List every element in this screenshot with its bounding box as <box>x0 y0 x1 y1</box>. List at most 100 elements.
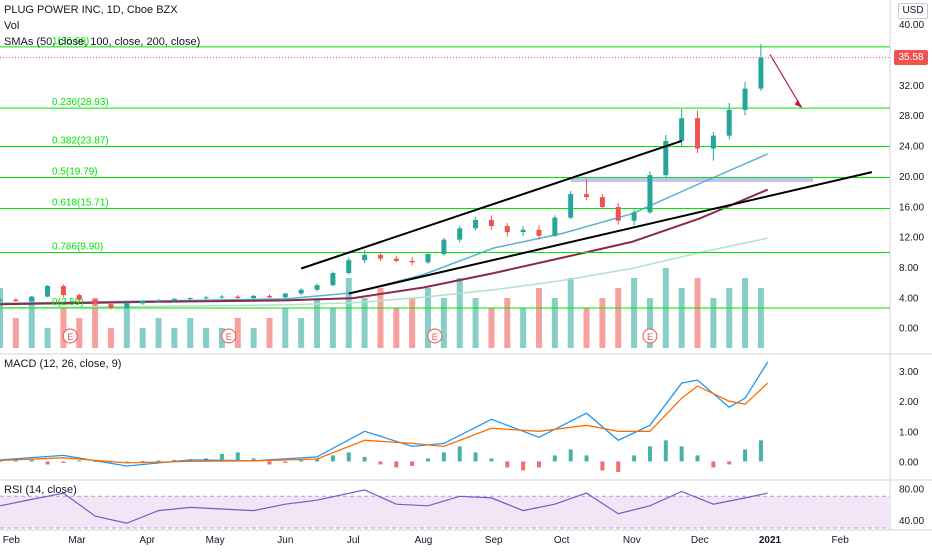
macd-histogram-bar <box>251 458 256 462</box>
rsi-label[interactable]: RSI (14, close) <box>4 484 77 496</box>
sma-50-line <box>0 153 768 305</box>
candle-body <box>425 254 431 263</box>
volume-bar <box>298 318 305 348</box>
volume-bar <box>583 308 590 348</box>
candle-body <box>710 135 716 149</box>
volume-bar <box>678 288 685 348</box>
volume-label[interactable]: Vol <box>4 20 20 32</box>
price-tick-label: 32.00 <box>899 81 924 92</box>
volume-bar <box>440 298 447 348</box>
macd-histogram-bar <box>632 455 637 462</box>
earnings-marker-label: E <box>647 332 653 342</box>
volume-bar <box>203 328 210 348</box>
price-tick-label: 40.00 <box>899 20 924 31</box>
candle-body <box>362 254 368 261</box>
volume-bar <box>757 288 764 348</box>
fib-level-label: 0.786(9.90) <box>52 242 103 253</box>
earnings-marker <box>427 328 443 344</box>
candle-body <box>29 296 35 302</box>
earnings-marker-label: E <box>67 332 73 342</box>
candle-body <box>219 296 225 298</box>
time-tick-label: Oct <box>554 535 570 546</box>
volume-bar <box>28 298 35 348</box>
macd-histogram-bar <box>695 455 700 462</box>
volume-bar <box>551 298 558 348</box>
candle-body <box>679 118 685 141</box>
volume-bar <box>123 308 130 348</box>
time-tick-label: Feb <box>3 535 21 546</box>
candle-body <box>599 197 605 208</box>
volume-bar <box>646 298 653 348</box>
currency-badge[interactable]: USD <box>898 3 928 19</box>
resistance-zone <box>570 177 814 182</box>
macd-histogram-bar <box>552 455 557 462</box>
macd-tick-label: 0.00 <box>899 457 919 468</box>
time-tick-label: Apr <box>139 535 155 546</box>
volume-bar <box>535 288 542 348</box>
volume-bar <box>599 298 606 348</box>
macd-histogram-bar <box>758 440 763 462</box>
macd-label[interactable]: MACD (12, 26, close, 9) <box>4 358 122 370</box>
macd-histogram-bar <box>330 455 335 462</box>
volume-bar <box>345 278 352 348</box>
candle-body <box>409 260 415 263</box>
time-tick-label: May <box>206 535 225 546</box>
candle-body <box>536 229 542 236</box>
candle-body <box>568 194 574 218</box>
macd-histogram-bar <box>600 461 605 471</box>
macd-histogram-bar <box>457 446 462 462</box>
macd-histogram-bar <box>172 459 177 462</box>
volume-bar <box>409 298 416 348</box>
candle-body <box>282 293 288 298</box>
price-tick-label: 20.00 <box>899 172 924 183</box>
macd-histogram-bar <box>616 461 621 472</box>
earnings-marker-label: E <box>226 332 232 342</box>
volume-bar <box>234 318 241 348</box>
sma-label[interactable]: SMAs (50, close, 100, close, 200, close) <box>4 36 201 48</box>
sma-100-line <box>0 188 769 306</box>
volume-bar <box>155 318 162 348</box>
symbol-title[interactable]: PLUG POWER INC, 1D, Cboe BZX <box>4 4 178 16</box>
time-tick-label: Dec <box>691 535 709 546</box>
volume-bar <box>726 288 733 348</box>
candle-body <box>235 296 241 299</box>
macd-histogram-bar <box>711 461 716 468</box>
time-tick-label: Feb <box>832 535 850 546</box>
earnings-marker <box>62 328 78 344</box>
volume-bar <box>567 278 574 348</box>
macd-histogram-bar <box>315 458 320 462</box>
rsi-tick-label: 80.00 <box>899 484 924 495</box>
volume-bar <box>60 308 67 348</box>
candle-body <box>266 295 272 298</box>
fib-level-label: 0.382(23.87) <box>52 136 109 147</box>
time-tick-label: Sep <box>485 535 503 546</box>
macd-histogram-bar <box>410 461 415 466</box>
volume-bar <box>329 308 336 348</box>
volume-bar <box>361 298 368 348</box>
candle-body <box>203 297 209 299</box>
volume-bar <box>92 298 99 348</box>
macd-histogram-bar <box>45 461 50 465</box>
rsi-tick-label: 40.00 <box>899 516 924 527</box>
macd-histogram-bar <box>283 461 288 463</box>
fib-level-label: 0(2.59) <box>52 297 84 308</box>
macd-histogram-bar <box>536 461 541 468</box>
volume-bar <box>742 278 749 348</box>
candle-body <box>171 298 177 301</box>
volume-bar <box>456 278 463 348</box>
volume-bar <box>107 328 114 348</box>
macd-histogram-bar <box>29 459 34 462</box>
candle-body <box>520 229 526 233</box>
price-tick-label: 4.00 <box>899 293 919 304</box>
time-tick-label: Mar <box>68 535 86 546</box>
volume-bar <box>520 308 527 348</box>
volume-bar <box>44 328 51 348</box>
price-tick-label: 16.00 <box>899 202 924 213</box>
fib-level-label: 0.5(19.79) <box>52 166 98 177</box>
candle-body <box>663 140 669 176</box>
macd-histogram-bar <box>267 461 272 465</box>
macd-tick-label: 2.00 <box>899 397 919 408</box>
price-tick-label: 0.00 <box>899 324 919 335</box>
volume-bar <box>250 328 257 348</box>
